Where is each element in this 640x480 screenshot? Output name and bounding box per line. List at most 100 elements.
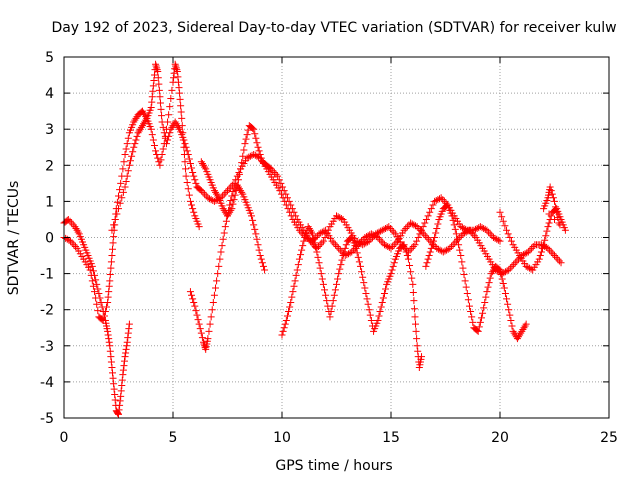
data-point bbox=[216, 255, 224, 263]
data-point bbox=[383, 224, 391, 232]
data-point bbox=[123, 338, 131, 346]
data-point bbox=[431, 197, 439, 205]
data-point bbox=[469, 230, 477, 238]
data-point bbox=[543, 227, 551, 235]
y-tick-label: 5 bbox=[45, 50, 54, 66]
data-point bbox=[430, 237, 438, 245]
data-point bbox=[231, 191, 239, 199]
data-point bbox=[138, 107, 146, 115]
data-point bbox=[150, 71, 158, 79]
data-point bbox=[360, 279, 368, 287]
data-point bbox=[183, 178, 191, 186]
data-point bbox=[554, 214, 562, 222]
data-point bbox=[220, 190, 228, 198]
data-point bbox=[419, 223, 427, 231]
data-point bbox=[270, 169, 278, 177]
data-point bbox=[170, 74, 178, 82]
data-point bbox=[354, 238, 362, 246]
data-point bbox=[476, 318, 484, 326]
data-point bbox=[476, 223, 484, 231]
data-point bbox=[106, 277, 114, 285]
data-point bbox=[475, 323, 483, 331]
data-point bbox=[527, 265, 535, 273]
data-point bbox=[185, 155, 193, 163]
data-point bbox=[215, 262, 223, 270]
data-point bbox=[149, 87, 157, 95]
data-point bbox=[123, 342, 131, 350]
data-point bbox=[253, 235, 261, 243]
data-point bbox=[195, 320, 203, 328]
data-point bbox=[418, 226, 426, 234]
data-point bbox=[116, 401, 124, 409]
data-point bbox=[401, 244, 409, 252]
data-point bbox=[287, 298, 295, 306]
data-point bbox=[356, 262, 364, 270]
data-point bbox=[182, 172, 190, 180]
y-tick-label: -4 bbox=[40, 375, 54, 391]
data-point bbox=[409, 243, 417, 251]
data-point bbox=[104, 298, 112, 306]
data-series bbox=[60, 60, 569, 418]
data-point bbox=[451, 239, 459, 247]
data-point bbox=[190, 172, 198, 180]
data-point bbox=[387, 270, 395, 278]
data-point bbox=[210, 291, 218, 299]
data-point bbox=[178, 114, 186, 122]
data-point bbox=[436, 246, 444, 254]
data-point bbox=[376, 308, 384, 316]
data-point bbox=[181, 140, 189, 148]
data-point bbox=[307, 228, 315, 236]
data-point bbox=[285, 197, 293, 205]
data-point bbox=[310, 235, 318, 243]
data-point bbox=[447, 243, 455, 251]
data-point bbox=[485, 279, 493, 287]
data-point bbox=[426, 248, 434, 256]
data-point bbox=[382, 285, 390, 293]
data-point bbox=[288, 205, 296, 213]
data-point bbox=[218, 242, 226, 250]
data-point bbox=[235, 169, 243, 177]
data-point bbox=[292, 271, 300, 279]
data-point bbox=[524, 248, 532, 256]
data-point bbox=[201, 190, 209, 198]
data-point bbox=[407, 268, 415, 276]
data-point bbox=[190, 298, 198, 306]
data-point bbox=[336, 246, 344, 254]
data-point bbox=[408, 274, 416, 282]
data-point bbox=[210, 197, 218, 205]
data-point bbox=[291, 277, 299, 285]
data-point bbox=[362, 233, 370, 241]
data-point bbox=[361, 284, 369, 292]
data-point bbox=[412, 320, 420, 328]
data-point bbox=[104, 327, 112, 335]
data-point bbox=[290, 208, 298, 216]
data-point bbox=[473, 224, 481, 232]
data-point bbox=[200, 161, 208, 169]
data-point bbox=[174, 123, 182, 131]
data-point bbox=[168, 86, 176, 94]
data-point bbox=[107, 353, 115, 361]
data-point bbox=[189, 205, 197, 213]
data-point bbox=[510, 261, 518, 269]
data-point bbox=[448, 212, 456, 220]
data-point bbox=[93, 300, 101, 308]
data-point bbox=[88, 277, 96, 285]
data-point bbox=[105, 335, 113, 343]
data-point bbox=[89, 267, 97, 275]
data-point bbox=[115, 410, 122, 418]
data-point bbox=[207, 196, 215, 204]
data-point bbox=[206, 320, 214, 328]
data-point bbox=[229, 187, 237, 195]
data-point bbox=[388, 226, 396, 234]
data-point bbox=[191, 176, 199, 184]
data-point bbox=[389, 262, 397, 270]
data-point bbox=[495, 265, 503, 273]
data-point bbox=[359, 241, 367, 249]
data-point bbox=[162, 140, 170, 148]
data-point bbox=[252, 134, 260, 142]
data-point bbox=[400, 241, 408, 249]
data-point bbox=[141, 118, 149, 126]
data-point bbox=[256, 150, 264, 158]
data-point bbox=[98, 316, 106, 324]
data-point bbox=[189, 169, 197, 177]
